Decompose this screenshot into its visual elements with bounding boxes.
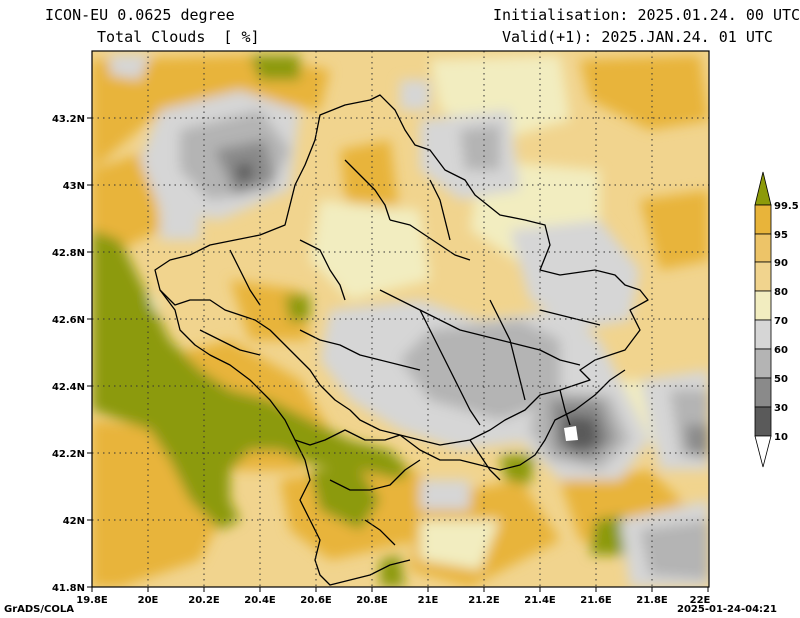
lat-label: 42.4N [52, 382, 85, 393]
colorbar-swatch [754, 290, 772, 321]
lon-label: 22E [690, 595, 711, 606]
colorbar-label: 70 [774, 316, 788, 327]
country-borders [154, 94, 649, 586]
colorbar-label: 99.5 [774, 201, 799, 212]
lon-label: 20.8E [356, 595, 388, 606]
lon-label: 20E [138, 595, 159, 606]
colorbar-swatch [754, 319, 772, 350]
graticule [92, 51, 709, 587]
init-time: Initialisation: 2025.01.24. 00 UTC [493, 6, 800, 24]
colorbar-swatch [754, 233, 772, 263]
valid-time: Valid(+1): 2025.JAN.24. 01 UTC [502, 28, 773, 46]
credit-label: GrADS/COLA [4, 604, 74, 615]
colorbar-label: 50 [774, 374, 788, 385]
render-timestamp: 2025-01-24-04:21 [677, 604, 777, 615]
lat-label: 43N [63, 181, 85, 192]
lon-label: 21.4E [524, 595, 556, 606]
lat-label: 42.8N [52, 248, 85, 259]
lon-label: 21.8E [636, 595, 668, 606]
latitude-labels: 43.2N 43N 42.8N 42.6N 42.4N 42.2N 42N 41… [52, 114, 85, 594]
colorbar-swatch [754, 406, 772, 437]
lat-label: 42.2N [52, 449, 85, 460]
colorbar-label: 10 [774, 432, 788, 443]
colorbar-swatch [754, 261, 772, 292]
lon-label: 20.2E [188, 595, 220, 606]
colorbar-top-arrow [754, 171, 772, 206]
colorbar-swatch [754, 377, 772, 408]
lat-label: 43.2N [52, 114, 85, 125]
tick-marks [87, 117, 709, 592]
colorbar-bottom-arrow [754, 435, 772, 468]
field-title: Total Clouds [ %] [97, 28, 260, 46]
colorbar-swatch [754, 348, 772, 379]
colorbar-swatch [754, 204, 772, 235]
colorbar-label: 95 [774, 230, 788, 241]
model-title: ICON-EU 0.0625 degree [45, 6, 235, 24]
lon-label: 19.8E [76, 595, 108, 606]
lon-label: 21.2E [468, 595, 500, 606]
colorbar-label: 30 [774, 403, 788, 414]
longitude-labels: 19.8E 20E 20.2E 20.4E 20.6E 20.8E 21E 21… [76, 595, 710, 606]
lat-label: 41.8N [52, 583, 85, 594]
lon-label: 21.6E [580, 595, 612, 606]
colorbar-label: 60 [774, 345, 788, 356]
lon-label: 20.6E [300, 595, 332, 606]
colorbar-labels: 99.5 95 90 80 70 60 50 30 10 [774, 201, 799, 443]
colorbar-label: 90 [774, 258, 788, 269]
colorbar [754, 171, 772, 468]
lon-label: 21E [418, 595, 439, 606]
cloud-field [92, 51, 709, 587]
lat-label: 42.6N [52, 315, 85, 326]
lon-label: 20.4E [244, 595, 276, 606]
colorbar-label: 80 [774, 287, 788, 298]
lat-label: 42N [63, 516, 85, 527]
